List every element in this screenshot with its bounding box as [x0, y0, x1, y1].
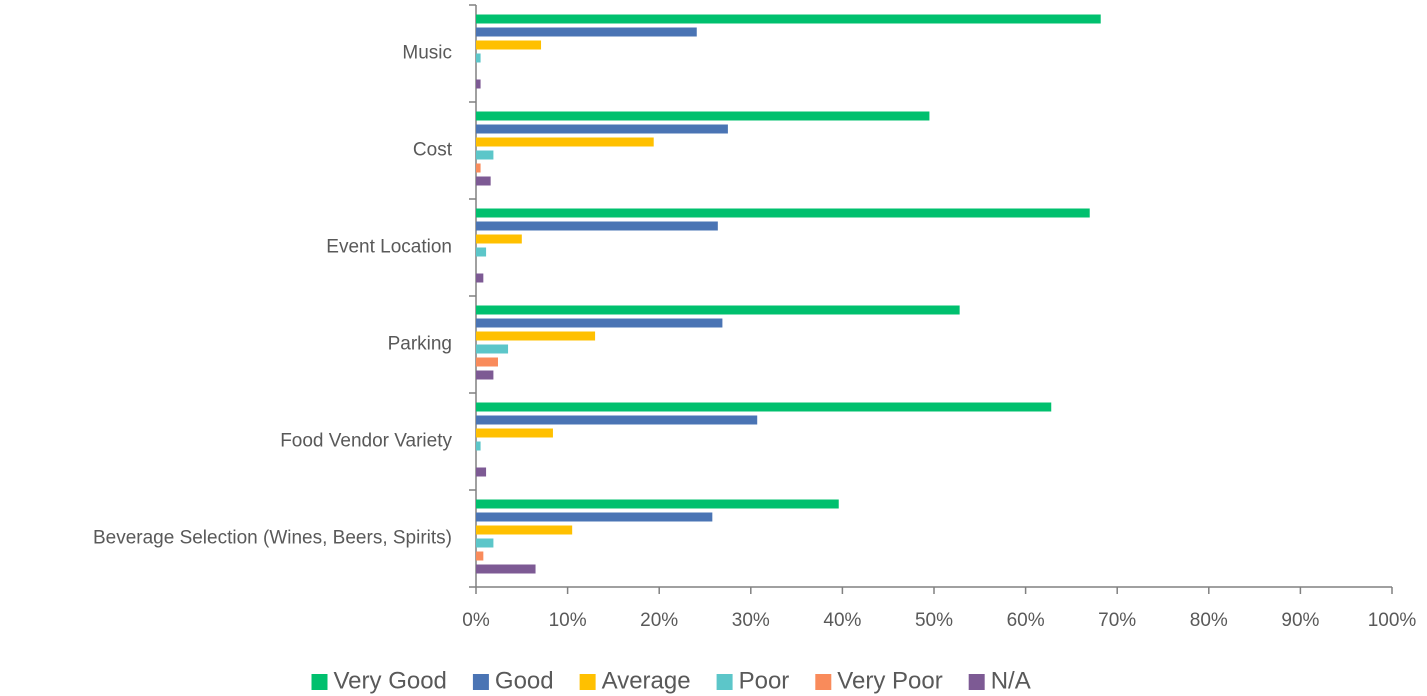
bar — [476, 402, 1052, 412]
bar — [476, 564, 536, 574]
bar — [476, 370, 494, 380]
legend-swatch — [815, 674, 832, 690]
bar — [476, 53, 481, 63]
y-tick-label: Food Vendor Variety — [280, 431, 452, 452]
legend-label: Very Good — [334, 667, 447, 694]
bar — [476, 27, 697, 37]
x-tick-label: 40% — [823, 610, 861, 631]
legend-label: N/A — [991, 667, 1031, 694]
bar — [476, 305, 960, 315]
bar — [476, 357, 498, 367]
bar — [476, 525, 573, 535]
legend-swatch — [472, 674, 489, 690]
bar — [476, 163, 481, 173]
y-tick-label: Event Location — [326, 237, 452, 258]
bar — [476, 512, 713, 522]
x-tick-label: 50% — [915, 610, 953, 631]
legend-label: Average — [602, 667, 691, 694]
bar — [476, 467, 487, 477]
legend-swatch — [716, 674, 733, 690]
x-tick-label: 70% — [1098, 610, 1136, 631]
legend-swatch — [968, 674, 985, 690]
bar — [476, 124, 728, 134]
y-tick-label: Cost — [413, 140, 453, 161]
bar — [476, 441, 481, 451]
y-tick-label: Music — [402, 43, 452, 64]
bar — [476, 111, 930, 121]
x-tick-label: 20% — [640, 610, 678, 631]
x-tick-label: 90% — [1281, 610, 1319, 631]
bar — [476, 79, 481, 89]
bar — [476, 137, 654, 147]
x-tick-label: 100% — [1368, 610, 1417, 631]
legend-label: Poor — [739, 667, 790, 694]
bar — [476, 499, 839, 509]
legend-swatch — [579, 674, 596, 690]
bar — [476, 538, 494, 548]
bar — [476, 221, 718, 231]
bar — [476, 318, 723, 328]
bar — [476, 150, 494, 160]
bar — [476, 331, 596, 341]
bar — [476, 14, 1101, 24]
legend-label: Very Poor — [837, 667, 942, 694]
x-tick-label: 0% — [462, 610, 490, 631]
x-tick-label: 30% — [732, 610, 770, 631]
bar — [476, 428, 553, 438]
bar — [476, 40, 542, 50]
bar — [476, 247, 487, 257]
y-tick-label: Parking — [388, 334, 452, 355]
x-tick-label: 80% — [1190, 610, 1228, 631]
bar — [476, 234, 522, 244]
bar — [476, 273, 484, 283]
bar — [476, 208, 1090, 218]
x-tick-label: 60% — [1007, 610, 1045, 631]
bar — [476, 176, 491, 186]
bar — [476, 344, 509, 354]
x-tick-label: 10% — [549, 610, 587, 631]
y-tick-label: Beverage Selection (Wines, Beers, Spirit… — [93, 528, 452, 549]
legend-swatch — [311, 674, 328, 690]
legend-label: Good — [495, 667, 554, 694]
bar — [476, 415, 758, 425]
bar — [476, 551, 484, 561]
